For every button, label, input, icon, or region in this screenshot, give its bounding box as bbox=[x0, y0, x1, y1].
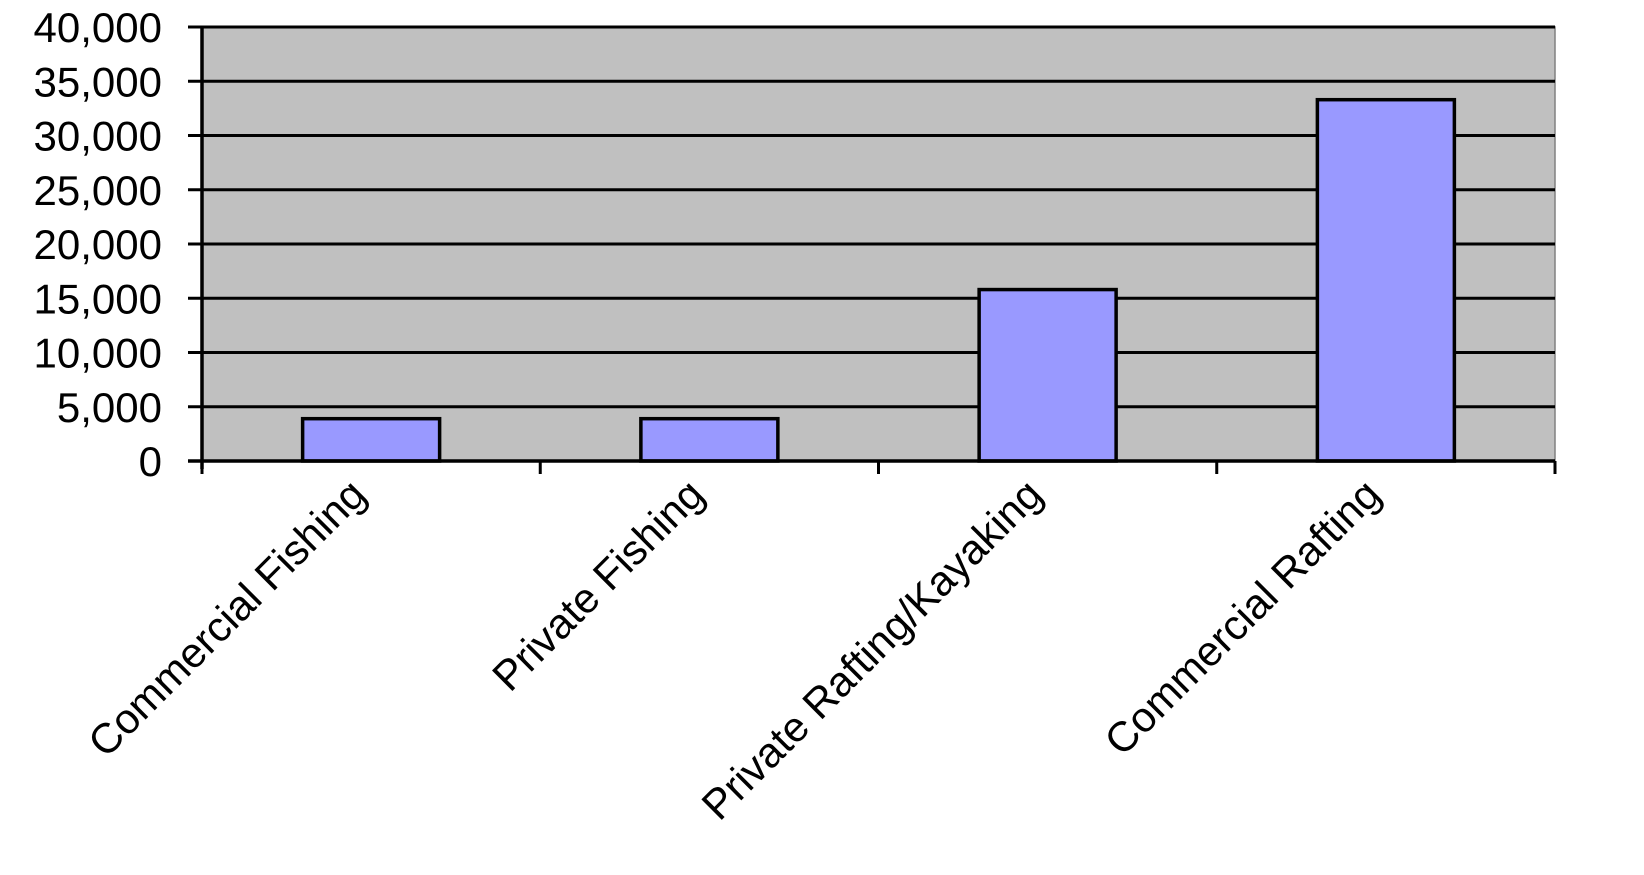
y-tick-label: 10,000 bbox=[34, 330, 162, 377]
x-category-labels: Commercial Fishing Private FishingPrivate… bbox=[79, 470, 1389, 828]
x-category-label: Commercial Rafting bbox=[1095, 470, 1389, 764]
y-tick-label: 0 bbox=[139, 438, 162, 485]
y-tick-label: 25,000 bbox=[34, 167, 162, 214]
x-category-label: Private Fishing bbox=[483, 470, 713, 700]
x-category-label: Private Rafting/Kayaking bbox=[693, 470, 1051, 828]
y-tick-label: 5,000 bbox=[57, 384, 162, 431]
y-tick-labels: 0 5,000 10,000 15,000 20,000 25,000 30,000 35,0… bbox=[34, 4, 162, 485]
axes bbox=[188, 25, 1557, 474]
y-tick-label: 35,000 bbox=[34, 58, 162, 105]
y-tick-label: 15,000 bbox=[34, 275, 162, 322]
y-tick-label: 30,000 bbox=[34, 113, 162, 160]
x-category-label: Commercial Fishing bbox=[79, 470, 375, 766]
bar bbox=[1315, 97, 1457, 463]
bar bbox=[977, 287, 1118, 463]
bar bbox=[639, 416, 780, 463]
y-tick-label: 40,000 bbox=[34, 4, 162, 51]
bars bbox=[300, 97, 1457, 463]
y-tick-label: 20,000 bbox=[34, 221, 162, 268]
bar bbox=[300, 416, 442, 463]
